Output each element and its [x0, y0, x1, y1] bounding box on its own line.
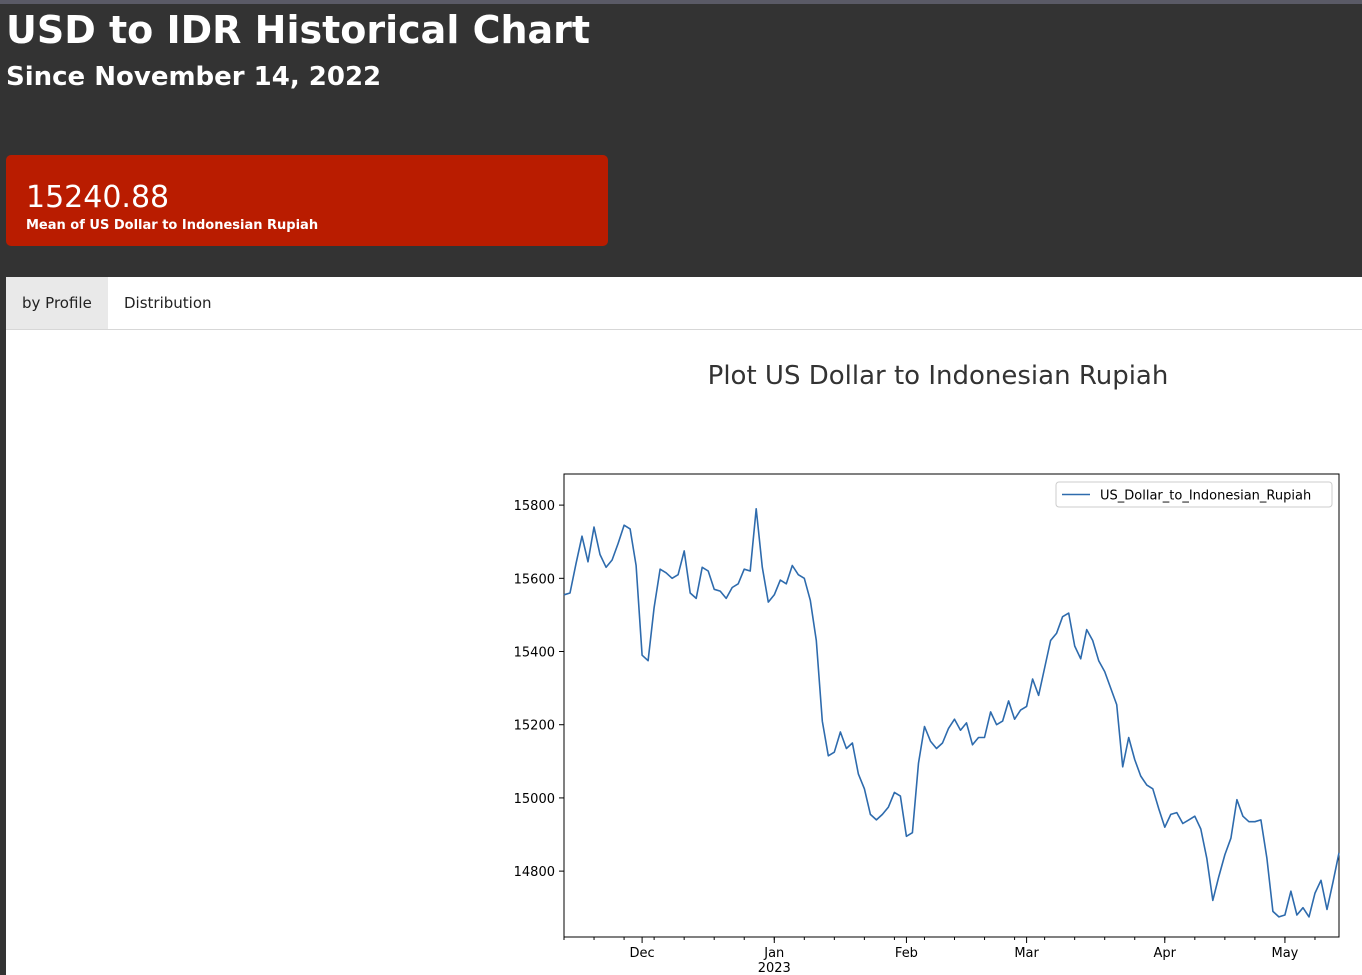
x-tick-label: Jan [763, 946, 784, 961]
chart-title: Plot US Dollar to Indonesian Rupiah [707, 361, 1169, 391]
window-top-border [0, 0, 1362, 4]
x-tick-label: May [1271, 946, 1298, 961]
metric-label: Mean of US Dollar to Indonesian Rupiah [26, 218, 319, 233]
x-tick-label: Dec [630, 946, 655, 961]
page-title: USD to IDR Historical Chart [6, 8, 591, 52]
metric-value: 15240.88 [26, 180, 170, 215]
legend-box [1055, 481, 1333, 508]
y-tick-label: 15200 [514, 719, 555, 734]
page-subtitle: Since November 14, 2022 [6, 62, 382, 92]
x-tick-label: Mar [1014, 946, 1039, 961]
y-tick-label: 15800 [514, 499, 555, 514]
tab-bar: by Profile Distribution [6, 277, 1362, 330]
tab-distribution[interactable]: Distribution [124, 294, 212, 312]
legend-label: US_Dollar_to_Indonesian_Rupiah [1100, 489, 1311, 504]
line-chart: 14800 15000 15200 15400 15600 15800 Dec Jan2023… [514, 473, 1340, 975]
series-line-usd-idr [563, 508, 1340, 918]
chart-panel: by Profile Distribution Plot US Dollar t… [6, 277, 1362, 975]
y-tick-label: 14800 [514, 865, 555, 880]
x-tick-label: Apr [1154, 946, 1177, 961]
y-tick-label: 15400 [514, 646, 555, 661]
y-tick-label: 15600 [514, 572, 555, 587]
mean-metric-card: 15240.88 Mean of US Dollar to Indonesian… [6, 155, 608, 246]
x-tick-label: Feb [895, 946, 918, 961]
plot-frame [563, 473, 1340, 938]
tab-by-profile[interactable]: by Profile [6, 277, 108, 329]
x-tick-year-label: 2023 [758, 961, 791, 975]
y-tick-label: 15000 [514, 792, 555, 807]
